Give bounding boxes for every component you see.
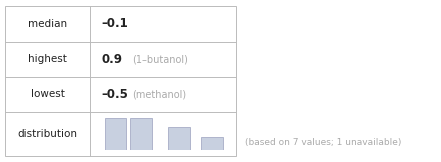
Bar: [5, 6, 236, 156]
Text: distribution: distribution: [18, 128, 78, 139]
Text: lowest: lowest: [31, 89, 65, 99]
Text: median: median: [28, 19, 67, 29]
Text: (methanol): (methanol): [132, 89, 187, 99]
Text: highest: highest: [28, 54, 67, 64]
Text: –0.5: –0.5: [101, 87, 128, 101]
Text: (1–butanol): (1–butanol): [132, 54, 188, 64]
Text: (based on 7 values; 1 unavailable): (based on 7 values; 1 unavailable): [245, 138, 401, 147]
Text: –0.1: –0.1: [101, 17, 128, 30]
Bar: [201, 137, 223, 150]
Bar: [168, 127, 190, 150]
Bar: [130, 118, 152, 150]
Bar: [105, 118, 127, 150]
Text: 0.9: 0.9: [101, 52, 123, 65]
